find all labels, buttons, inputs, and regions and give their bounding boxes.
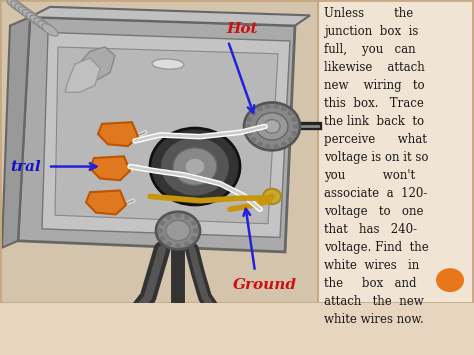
Polygon shape bbox=[42, 32, 290, 237]
Polygon shape bbox=[30, 7, 310, 26]
Circle shape bbox=[293, 124, 299, 129]
Circle shape bbox=[166, 241, 172, 246]
Circle shape bbox=[265, 144, 271, 149]
Circle shape bbox=[157, 228, 163, 233]
Ellipse shape bbox=[22, 10, 39, 22]
Polygon shape bbox=[65, 58, 100, 92]
Text: Hot: Hot bbox=[226, 22, 258, 36]
Ellipse shape bbox=[30, 15, 46, 28]
Ellipse shape bbox=[42, 24, 58, 36]
Circle shape bbox=[185, 158, 205, 175]
Ellipse shape bbox=[34, 18, 50, 31]
Circle shape bbox=[273, 104, 279, 109]
Circle shape bbox=[257, 142, 263, 147]
Circle shape bbox=[246, 131, 253, 136]
Polygon shape bbox=[55, 47, 278, 224]
Circle shape bbox=[281, 106, 287, 111]
Circle shape bbox=[184, 241, 190, 246]
Polygon shape bbox=[75, 47, 115, 81]
Circle shape bbox=[287, 137, 293, 142]
Polygon shape bbox=[86, 190, 126, 214]
Ellipse shape bbox=[152, 59, 184, 69]
Polygon shape bbox=[98, 122, 138, 146]
Ellipse shape bbox=[18, 7, 35, 19]
Circle shape bbox=[251, 111, 256, 116]
Circle shape bbox=[193, 228, 199, 233]
Bar bbox=[0, 0, 318, 303]
Circle shape bbox=[292, 117, 298, 122]
Circle shape bbox=[265, 104, 271, 109]
Text: tral: tral bbox=[10, 159, 41, 174]
Circle shape bbox=[257, 106, 263, 111]
Bar bbox=[318, 0, 474, 303]
Circle shape bbox=[173, 148, 217, 185]
Circle shape bbox=[263, 189, 281, 204]
Circle shape bbox=[287, 111, 293, 116]
Ellipse shape bbox=[38, 21, 55, 33]
Circle shape bbox=[175, 213, 181, 218]
Ellipse shape bbox=[15, 4, 31, 16]
Ellipse shape bbox=[11, 1, 27, 13]
Circle shape bbox=[251, 137, 256, 142]
Circle shape bbox=[191, 220, 197, 225]
Text: Ground: Ground bbox=[233, 278, 297, 291]
Polygon shape bbox=[90, 156, 130, 180]
Circle shape bbox=[244, 103, 300, 150]
Circle shape bbox=[166, 220, 190, 241]
Circle shape bbox=[273, 144, 279, 149]
Circle shape bbox=[292, 131, 298, 136]
Circle shape bbox=[246, 117, 253, 122]
Circle shape bbox=[160, 137, 230, 196]
Circle shape bbox=[256, 113, 288, 140]
Circle shape bbox=[159, 236, 165, 241]
Circle shape bbox=[245, 124, 251, 129]
Circle shape bbox=[191, 236, 197, 241]
Circle shape bbox=[281, 142, 287, 147]
Circle shape bbox=[436, 268, 464, 292]
Circle shape bbox=[159, 220, 165, 225]
Polygon shape bbox=[18, 17, 295, 252]
Circle shape bbox=[150, 128, 240, 205]
Text: Unless        the
junction  box  is
full,    you   can
likewise    attach
new   : Unless the junction box is full, you can… bbox=[324, 7, 429, 326]
Circle shape bbox=[166, 215, 172, 220]
Circle shape bbox=[184, 215, 190, 220]
Circle shape bbox=[175, 244, 181, 248]
Ellipse shape bbox=[26, 12, 43, 25]
Polygon shape bbox=[2, 17, 30, 248]
Ellipse shape bbox=[7, 0, 23, 11]
Circle shape bbox=[156, 212, 200, 249]
Circle shape bbox=[264, 120, 280, 133]
